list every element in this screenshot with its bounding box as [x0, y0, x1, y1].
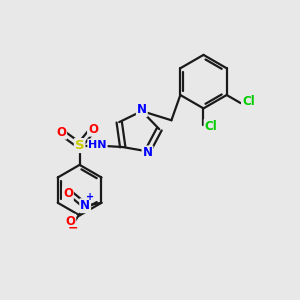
Text: −: − — [68, 221, 79, 234]
Text: O: O — [88, 123, 98, 136]
Text: Cl: Cl — [205, 120, 217, 133]
Text: O: O — [56, 126, 66, 139]
Text: O: O — [65, 215, 75, 228]
Text: +: + — [86, 192, 94, 203]
Text: O: O — [63, 187, 73, 200]
Text: N: N — [80, 199, 90, 212]
Text: N: N — [137, 103, 147, 116]
Text: Cl: Cl — [242, 95, 255, 108]
Text: N: N — [142, 146, 152, 159]
Text: HN: HN — [88, 140, 107, 150]
Text: S: S — [75, 139, 84, 152]
